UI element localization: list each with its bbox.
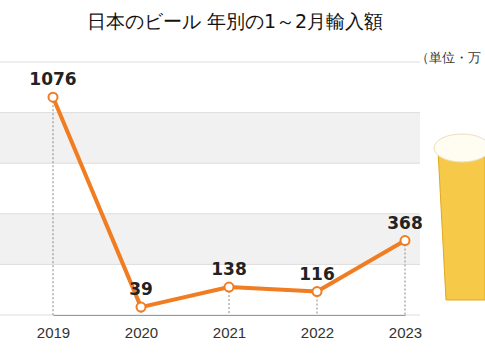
x-axis-line <box>54 315 406 316</box>
chart: 2019 2020 2021 2022 2023 1076 39 138 116 368 日本のビー… <box>0 0 485 360</box>
beer-glass <box>434 134 485 300</box>
point <box>401 236 410 245</box>
data-label: 138 <box>211 259 247 279</box>
x-tick: 2021 <box>213 315 246 341</box>
x-axis: 2019 2020 2021 2022 2023 <box>37 315 422 341</box>
x-tick: 2019 <box>37 315 70 341</box>
x-tick-label: 2021 <box>213 324 246 341</box>
x-tick: 2022 <box>301 315 334 341</box>
grid-line <box>0 264 420 265</box>
point <box>137 303 146 312</box>
plot-area <box>49 93 410 315</box>
title: 日本のビール 年別の1～2月輸入額 <box>87 10 383 32</box>
data-label: 116 <box>299 264 335 284</box>
x-tick-label: 2020 <box>125 324 158 341</box>
grid <box>0 62 420 315</box>
line <box>53 97 405 307</box>
drop-line <box>405 241 406 315</box>
drop-line <box>53 97 54 315</box>
point <box>225 283 234 292</box>
grid-band <box>0 214 420 265</box>
x-tick-label: 2023 <box>389 324 422 341</box>
x-tick: 2020 <box>125 315 158 341</box>
data-label: 39 <box>129 279 153 299</box>
unit-label: （単位・万 <box>416 50 481 65</box>
grid-line <box>0 213 420 214</box>
grid-line <box>0 62 420 63</box>
point <box>313 287 322 296</box>
grid-line <box>0 112 420 113</box>
data-labels: 1076 39 138 116 368 <box>29 69 422 299</box>
grid-line <box>0 315 420 316</box>
x-tick-label: 2022 <box>301 324 334 341</box>
glass-body <box>438 150 485 300</box>
data-label: 1076 <box>29 69 76 89</box>
data-label: 368 <box>387 213 423 233</box>
point <box>49 93 58 102</box>
glass-foam <box>434 134 485 162</box>
x-tick-label: 2019 <box>37 324 70 341</box>
x-tick: 2023 <box>389 315 422 341</box>
grid-line <box>0 163 420 164</box>
